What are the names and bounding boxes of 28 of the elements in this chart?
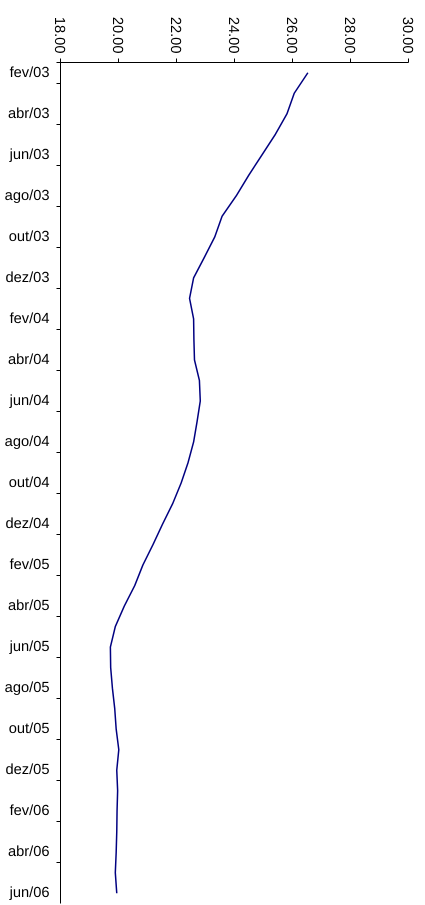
y-tick-label: fev/05	[10, 557, 50, 574]
y-tick-label: abr/04	[8, 352, 50, 368]
y-tick-label: ago/03	[4, 188, 50, 204]
x-tick-label: 24.00	[225, 16, 241, 54]
y-tick-label: dez/04	[5, 516, 50, 532]
x-tick-label: 28.00	[341, 16, 357, 54]
y-tick-label: fev/03	[10, 64, 50, 81]
y-tick-label: fev/06	[10, 803, 50, 820]
y-tick-label: abr/05	[8, 598, 50, 614]
y-tick-label: fev/04	[10, 310, 50, 327]
y-tick-label: jun/05	[8, 639, 50, 656]
x-tick-label: 18.00	[51, 16, 67, 54]
x-tick-label: 30.00	[399, 16, 415, 54]
y-tick-label: dez/03	[5, 270, 50, 286]
y-tick-label: jun/04	[8, 392, 50, 409]
y-tick-label: abr/03	[8, 106, 50, 122]
y-tick-label: abr/06	[8, 844, 50, 860]
y-tick-label: jun/06	[8, 885, 50, 902]
x-tick-label: 20.00	[109, 16, 125, 54]
y-tick-label: ago/05	[4, 680, 50, 696]
x-tick-label: 26.00	[283, 16, 299, 54]
y-tick-label: out/03	[8, 228, 50, 245]
y-tick-label: dez/05	[5, 762, 50, 778]
y-tick-label: ago/04	[4, 434, 50, 450]
y-tick-label: out/05	[8, 721, 50, 738]
x-tick-label: 22.00	[167, 16, 183, 54]
y-tick-label: out/04	[8, 475, 50, 491]
y-tick-label: jun/03	[8, 146, 50, 163]
